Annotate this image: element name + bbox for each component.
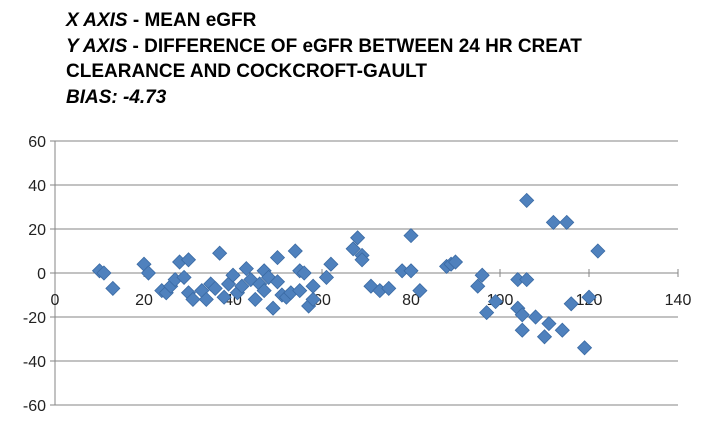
data-point: [318, 269, 335, 285]
title-emph: Y AXIS: [66, 35, 128, 57]
data-point: [323, 256, 339, 272]
data-point: [96, 265, 112, 281]
y-tick-label: -40: [23, 354, 46, 371]
data-point: [479, 305, 495, 321]
data-point: [180, 252, 197, 268]
data-point: [212, 245, 228, 261]
data-point: [403, 263, 419, 279]
data-point: [545, 214, 561, 230]
data-point: [234, 278, 250, 294]
data-point: [287, 243, 303, 259]
y-tick-label: -60: [23, 398, 46, 415]
data-point: [590, 243, 606, 259]
data-point: [354, 252, 370, 268]
data-point: [350, 230, 366, 246]
data-point: [292, 283, 308, 299]
data-point: [581, 289, 597, 305]
title-line-bias: BIAS: -4.73: [66, 85, 582, 111]
data-point: [305, 291, 321, 307]
data-point: [554, 322, 570, 338]
data-point: [176, 269, 192, 285]
data-point: [474, 267, 490, 283]
data-point: [305, 278, 321, 294]
data-point: [225, 267, 241, 283]
data-point: [243, 272, 259, 288]
title-line-y-axis: Y AXIS - DIFFERENCE OF eGFR BETWEEN 24 H…: [66, 34, 582, 60]
data-point: [470, 278, 486, 294]
data-point: [216, 289, 232, 305]
data-point: [536, 329, 553, 345]
data-point: [514, 322, 530, 338]
data-point: [207, 280, 223, 296]
title-emph: BIAS: -4.73: [66, 86, 167, 108]
data-point: [412, 283, 428, 299]
data-point: [519, 272, 535, 288]
title-emph: X AXIS: [66, 10, 128, 31]
y-tick-label: 20: [28, 222, 46, 239]
data-point: [528, 309, 544, 325]
title-rest: - MEAN eGFR: [127, 10, 257, 31]
data-point: [381, 280, 397, 296]
data-point: [487, 294, 504, 310]
data-point: [269, 274, 286, 290]
title-line-y-axis-cont: CLEARANCE AND COCKCROFT-GAULT: [66, 59, 582, 85]
data-point: [296, 265, 312, 281]
data-point: [447, 254, 464, 270]
data-point: [105, 280, 121, 296]
data-point: [198, 291, 214, 307]
y-tick-label: -20: [23, 310, 46, 327]
y-tick-label: 60: [28, 134, 46, 151]
data-point: [559, 214, 575, 230]
y-tick-label: 40: [28, 178, 46, 195]
data-point: [185, 291, 201, 307]
data-point: [519, 192, 535, 208]
x-tick-label: 60: [313, 292, 331, 309]
title-rest: CLEARANCE AND COCKCROFT-GAULT: [66, 61, 427, 82]
title-line-x-axis: X AXIS - MEAN eGFR: [66, 8, 582, 34]
x-tick-label: 80: [402, 292, 420, 309]
data-point: [265, 300, 281, 316]
data-point: [256, 283, 272, 299]
title-rest: - DIFFERENCE OF eGFR BETWEEN 24 HR CREAT: [127, 35, 582, 57]
x-tick-label: 140: [665, 292, 692, 309]
data-point: [541, 316, 557, 332]
data-point: [403, 228, 419, 244]
data-point: [563, 296, 579, 312]
data-point: [269, 250, 286, 266]
data-point: [576, 340, 593, 356]
x-tick-label: 0: [51, 292, 60, 309]
data-point: [247, 291, 263, 307]
y-tick-label: 0: [37, 266, 46, 283]
data-point: [514, 307, 530, 323]
x-tick-label: 20: [135, 292, 153, 309]
data-point: [345, 241, 361, 257]
data-point: [238, 261, 254, 277]
data-point: [140, 265, 157, 281]
chart-title-block: X AXIS - MEAN eGFR Y AXIS - DIFFERENCE O…: [66, 8, 582, 110]
